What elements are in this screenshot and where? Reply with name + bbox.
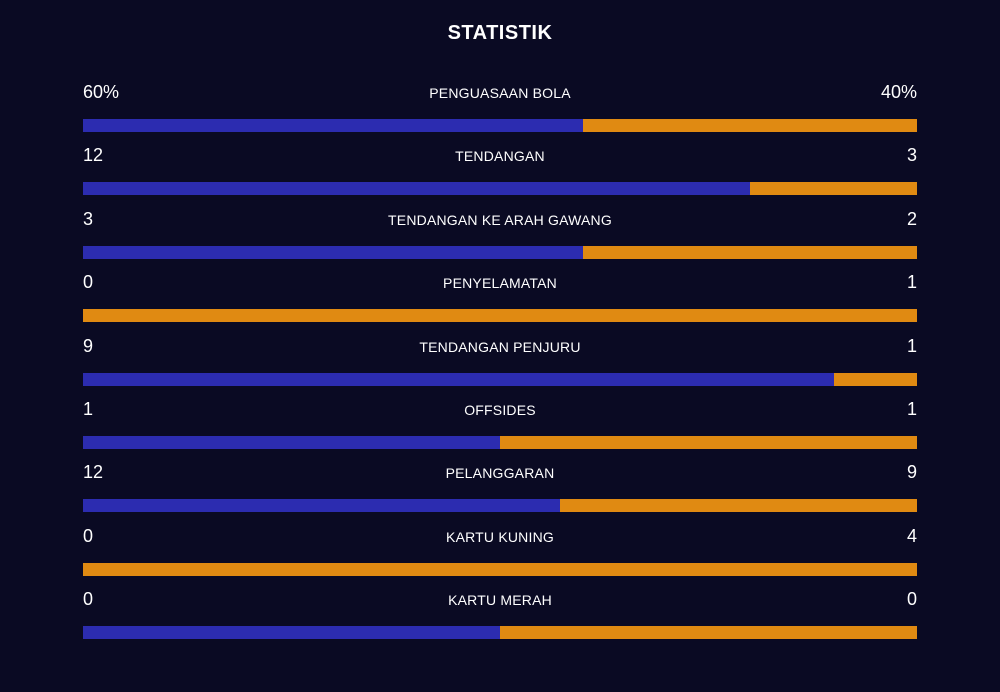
home-value: 9 <box>83 335 94 356</box>
away-value: 2 <box>906 208 917 229</box>
comparison-bar <box>83 372 917 386</box>
away-bar-fill <box>500 626 917 640</box>
comparison-bar <box>83 499 917 513</box>
away-value: 9 <box>906 462 917 483</box>
stat-row-saves: 0 PENYELAMATAN 1 <box>83 268 917 331</box>
away-value: 1 <box>906 398 917 419</box>
stat-label: PELANGGARAN <box>445 465 555 482</box>
home-bar-fill <box>83 372 834 386</box>
stat-row-possession: 60% PENGUASAAN BOLA 40% <box>83 78 917 141</box>
stat-row-yellow-cards: 0 KARTU KUNING 4 <box>83 522 917 585</box>
stat-header: 0 KARTU MERAH 0 <box>83 585 917 615</box>
stat-header: 0 PENYELAMATAN 1 <box>83 268 917 298</box>
home-bar-fill <box>83 499 560 513</box>
home-bar-fill <box>83 626 500 640</box>
comparison-bar <box>83 562 917 576</box>
comparison-bar <box>83 182 917 196</box>
stat-header: 3 TENDANGAN KE ARAH GAWANG 2 <box>83 205 917 235</box>
home-bar-fill <box>83 182 751 196</box>
stat-header: 60% PENGUASAAN BOLA 40% <box>83 78 917 108</box>
stat-header: 12 PELANGGARAN 9 <box>83 458 917 488</box>
comparison-bar <box>83 309 917 323</box>
home-value: 1 <box>83 398 94 419</box>
away-bar-fill <box>750 182 917 196</box>
away-bar-fill <box>833 372 917 386</box>
stat-header: 9 TENDANGAN PENJURU 1 <box>83 332 917 362</box>
stat-row-corners: 9 TENDANGAN PENJURU 1 <box>83 332 917 395</box>
away-bar-fill <box>583 245 917 259</box>
away-bar-fill <box>83 309 917 323</box>
stat-row-shots: 12 TENDANGAN 3 <box>83 141 917 204</box>
stat-label: KARTU MERAH <box>448 592 552 609</box>
section-title: STATISTIK <box>447 22 553 44</box>
away-value: 40% <box>880 82 917 102</box>
stat-label: TENDANGAN KE ARAH GAWANG <box>388 211 612 228</box>
stat-label: PENYELAMATAN <box>443 275 557 292</box>
stat-label: KARTU KUNING <box>446 528 554 545</box>
stat-label: OFFSIDES <box>464 401 536 418</box>
home-bar-fill <box>83 119 584 132</box>
away-value: 4 <box>906 525 917 546</box>
away-value: 3 <box>906 145 917 166</box>
comparison-bar <box>83 626 917 640</box>
away-bar-fill <box>583 119 917 132</box>
home-value: 12 <box>83 462 104 483</box>
comparison-bar <box>83 435 917 449</box>
comparison-bar <box>83 245 917 259</box>
away-value: 1 <box>906 335 917 356</box>
stat-header: 0 KARTU KUNING 4 <box>83 522 917 552</box>
stat-row-red-cards: 0 KARTU MERAH 0 <box>83 585 917 648</box>
home-value: 3 <box>83 208 94 229</box>
home-value: 12 <box>83 145 104 166</box>
stat-row-shots-on-target: 3 TENDANGAN KE ARAH GAWANG 2 <box>83 205 917 268</box>
stats-list: 60% PENGUASAAN BOLA 40% 12 TENDANGAN 3 3… <box>83 78 917 649</box>
stat-header: 1 OFFSIDES 1 <box>83 395 917 425</box>
home-value: 0 <box>83 589 94 610</box>
away-value: 1 <box>906 272 917 293</box>
stat-label: PENGUASAAN BOLA <box>429 85 571 101</box>
home-value: 0 <box>83 525 94 546</box>
away-bar-fill <box>83 562 917 576</box>
home-bar-fill <box>83 435 500 449</box>
stat-header: 12 TENDANGAN 3 <box>83 141 917 171</box>
home-value: 0 <box>83 272 94 293</box>
away-bar-fill <box>559 499 917 513</box>
stat-label: TENDANGAN PENJURU <box>419 338 581 355</box>
comparison-bar <box>83 119 917 132</box>
home-value: 60% <box>83 82 120 102</box>
stat-label: TENDANGAN <box>455 148 545 165</box>
away-bar-fill <box>500 435 917 449</box>
stat-row-fouls: 12 PELANGGARAN 9 <box>83 458 917 521</box>
home-bar-fill <box>83 245 584 259</box>
away-value: 0 <box>906 589 917 610</box>
stat-row-offsides: 1 OFFSIDES 1 <box>83 395 917 458</box>
